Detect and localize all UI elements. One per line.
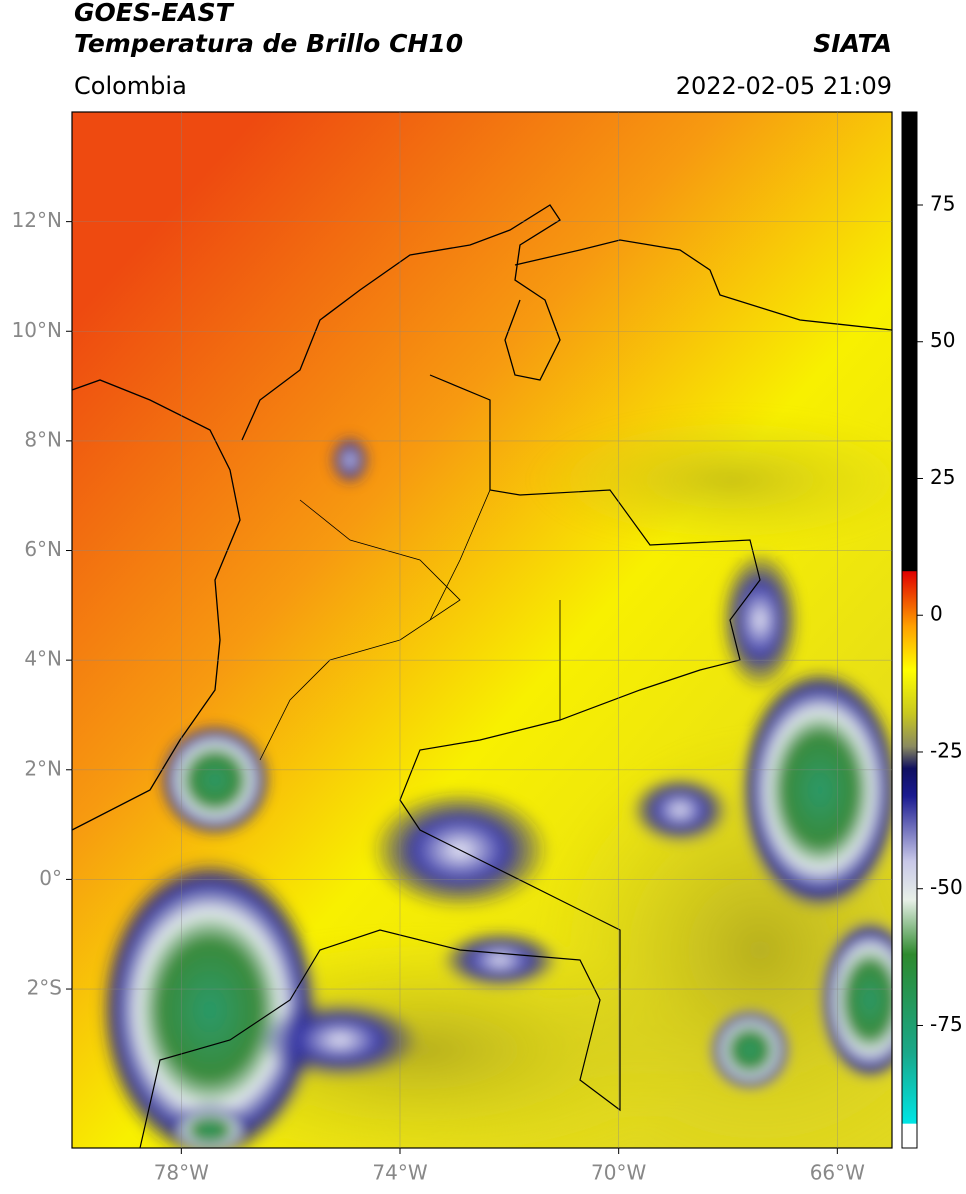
map-frame (71, 111, 893, 1149)
y-tick-label: 6°N (24, 537, 62, 561)
y-tick-label: 4°N (24, 647, 62, 671)
x-tick-label: 74°W (372, 1161, 427, 1185)
colorbar (901, 111, 918, 1149)
colorbar-tick-label: 0 (930, 602, 943, 626)
region: Colombia (74, 72, 187, 100)
x-tick-label: 66°W (810, 1161, 865, 1185)
colorbar-tick-label: -50 (930, 875, 963, 899)
y-tick-label: 2°S (27, 976, 62, 1000)
x-tick-label: 78°W (154, 1161, 209, 1185)
source: SIATA (813, 29, 892, 58)
title: GOES-EAST (74, 0, 235, 27)
colorbar-tick-label: 25 (930, 465, 955, 489)
colorbar-tick-label: 50 (930, 328, 955, 352)
subtitle: Temperatura de Brillo CH10 (74, 29, 463, 58)
y-tick-label: 0° (39, 866, 62, 890)
y-tick-label: 2°N (24, 756, 62, 780)
x-tick-label: 70°W (591, 1161, 646, 1185)
datetime: 2022-02-05 21:09 (676, 72, 892, 100)
y-tick-label: 8°N (24, 427, 62, 451)
colorbar-tick-label: 75 (930, 191, 955, 215)
map-image (72, 112, 892, 1148)
y-tick-label: 10°N (12, 318, 62, 342)
y-tick-label: 12°N (12, 208, 62, 232)
colorbar-tick-label: -25 (930, 738, 963, 762)
colorbar-tick-label: -75 (930, 1012, 963, 1036)
